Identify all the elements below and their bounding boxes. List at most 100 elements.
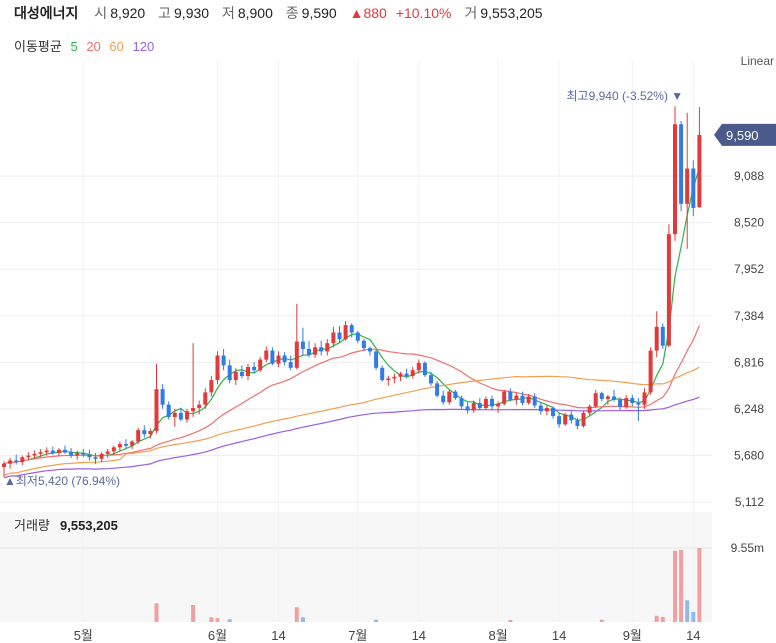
candle-body	[673, 124, 677, 235]
candle-body	[343, 325, 348, 340]
high-value: 9,930	[174, 5, 210, 21]
candle-body	[593, 393, 598, 407]
ma-legend-item-5[interactable]: 5	[70, 39, 78, 54]
open-value: 8,920	[110, 5, 146, 21]
close-value: 9,590	[301, 5, 337, 21]
candle-body	[477, 403, 482, 408]
candle-body	[648, 350, 653, 393]
volume-bar	[209, 617, 214, 622]
moving-average-legend[interactable]: 이동평균 5 20 60 120	[14, 36, 159, 55]
scale-mode-label[interactable]: Linear	[740, 54, 774, 68]
candle-body	[50, 450, 55, 454]
candle-body	[294, 341, 299, 368]
current-price-tag	[714, 123, 776, 146]
max-price-annotation: 최고9,940 (-3.52%) ▼	[567, 89, 684, 103]
candle-body	[20, 457, 25, 463]
volume-bar	[697, 548, 702, 622]
candle-body	[209, 380, 214, 393]
candle-body	[191, 407, 196, 412]
candle-body	[374, 351, 379, 368]
candle-body	[239, 371, 244, 376]
candle-body	[459, 398, 464, 407]
volume-value: 9,553,205	[480, 5, 543, 21]
candle-body	[544, 407, 549, 412]
low-value: 8,900	[237, 5, 273, 21]
volume-bar	[673, 550, 677, 622]
ma-60-line	[3, 366, 700, 476]
candle-body	[258, 359, 263, 371]
candle-body	[14, 460, 19, 463]
candle-body	[282, 355, 287, 363]
candle-body	[270, 350, 275, 364]
candle-body	[410, 370, 415, 376]
candle-body	[56, 449, 61, 454]
candle-body	[252, 366, 257, 371]
time-tick-label: 14	[412, 628, 426, 643]
time-tick-label: 7월	[348, 628, 367, 643]
volume-bar	[154, 603, 159, 622]
candle-body	[264, 350, 269, 360]
candle-body	[136, 430, 141, 442]
volume-bar	[300, 617, 305, 622]
min-price-annotation: ▲최저5,420 (76.94%)	[4, 474, 120, 488]
time-tick-label: 9월	[623, 628, 642, 643]
ma-120-line	[3, 396, 700, 479]
candle-body	[453, 391, 458, 399]
price-tick-label: 5,680	[734, 449, 764, 463]
candle-body	[697, 134, 702, 208]
ma-5-line	[28, 167, 700, 461]
ma-legend-item-20[interactable]: 20	[86, 39, 101, 54]
price-tick-label: 6,248	[734, 402, 764, 416]
candle-body	[307, 348, 311, 355]
candle-body	[514, 395, 519, 400]
price-tick-label: 9,088	[734, 169, 764, 183]
change-arrow-icon: ▲	[349, 5, 364, 21]
volume-bar	[374, 619, 379, 622]
candle-body	[105, 451, 110, 454]
volume-label: 거	[464, 5, 478, 21]
candle-body	[203, 392, 208, 405]
candle-body	[666, 234, 671, 346]
ma-legend-item-120[interactable]: 120	[132, 39, 155, 54]
candle-body	[154, 389, 159, 431]
ma-legend-item-60[interactable]: 60	[109, 39, 124, 54]
volume-bar	[679, 549, 684, 622]
candle-body	[654, 326, 659, 351]
volume-bar	[215, 618, 220, 622]
candle-body	[624, 398, 629, 408]
time-tick-label: 14	[271, 628, 285, 643]
candle-body	[221, 355, 226, 366]
price-tick-label: 5,112	[735, 495, 764, 509]
candle-body	[63, 449, 67, 453]
candle-body	[563, 414, 568, 425]
candle-body	[368, 348, 372, 352]
volume-bar	[654, 615, 659, 622]
candle-body	[483, 398, 488, 408]
candle-body	[392, 376, 397, 379]
candle-body	[26, 455, 31, 458]
time-tick-label: 14	[552, 628, 566, 643]
high-label: 고	[158, 5, 172, 21]
candle-body	[337, 332, 342, 340]
candle-body	[642, 392, 647, 405]
candle-body	[197, 404, 202, 408]
candle-body	[276, 355, 281, 364]
candle-body	[380, 367, 385, 381]
change-value: 880	[363, 5, 387, 21]
candle-body	[447, 391, 452, 403]
candle-body	[398, 373, 403, 377]
candle-body	[313, 347, 318, 355]
candle-body	[111, 447, 116, 452]
candle-body	[605, 396, 610, 399]
candle-body	[233, 371, 238, 381]
candle-body	[691, 168, 696, 208]
candle-body	[465, 406, 470, 411]
candle-body	[81, 453, 86, 455]
candle-body	[636, 403, 641, 405]
ma-legend-title: 이동평균	[14, 39, 62, 54]
candle-body	[178, 412, 183, 420]
volume-bar	[294, 607, 299, 622]
candle-body	[496, 403, 501, 407]
candle-body	[508, 391, 513, 400]
